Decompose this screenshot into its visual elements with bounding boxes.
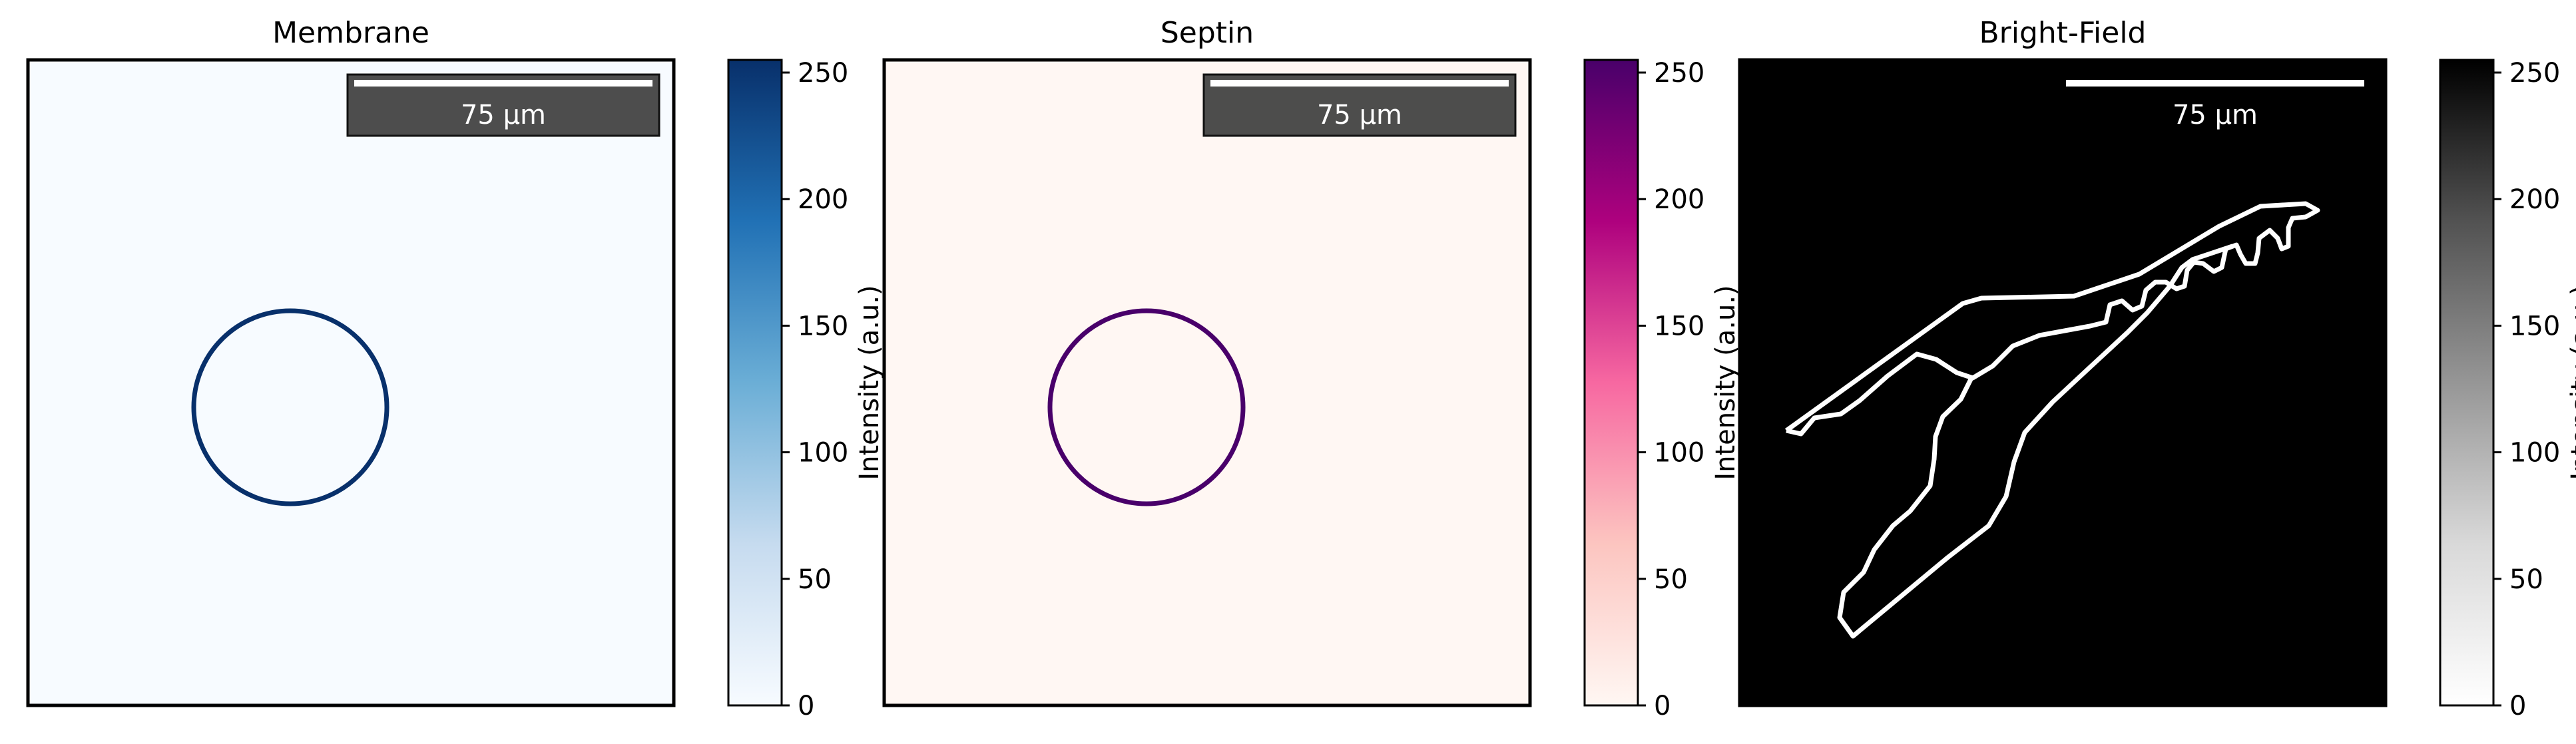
colorbar-tick-label: 200 xyxy=(1654,184,1704,215)
colorbar-label: Intensity (a.u.) xyxy=(2566,285,2576,480)
scale-bar-label: 75 µm xyxy=(461,100,546,130)
scale-bar-label: 75 µm xyxy=(2173,100,2258,130)
scale-bar-line xyxy=(1210,80,1509,87)
colorbar-tick-label: 0 xyxy=(2509,691,2526,721)
cell-ring xyxy=(1047,308,1246,506)
colorbar-tick-label: 50 xyxy=(798,564,832,595)
colorbar-label: Intensity (a.u.) xyxy=(854,285,885,480)
scale-bar: 75 µm xyxy=(2066,80,2364,130)
panel-title: Membrane xyxy=(272,16,429,50)
object-outline-upper xyxy=(1784,201,2320,437)
object-outline-lower xyxy=(1837,244,2234,639)
colorbar-tick-label: 0 xyxy=(1654,691,1671,721)
colorbar-tick-label: 100 xyxy=(2509,438,2560,468)
colorbar xyxy=(1583,59,1639,707)
colorbar-tick-label: 150 xyxy=(798,311,848,341)
panel-title: Bright-Field xyxy=(1979,16,2146,50)
colorbar-tick-label: 150 xyxy=(2509,311,2560,341)
image-frame xyxy=(26,58,676,707)
cell-ring xyxy=(191,308,389,506)
colorbar-tick-label: 250 xyxy=(2509,58,2560,89)
colorbar-tick-label: 200 xyxy=(2509,184,2560,215)
image-background xyxy=(1740,60,2386,705)
colorbar xyxy=(727,59,783,707)
panel-1: Membrane 75 µm 0 50 100 150 200 250 Intensity (a… xyxy=(26,16,885,721)
scale-bar-line xyxy=(2066,80,2364,87)
scale-bar-label: 75 µm xyxy=(1317,100,1402,130)
image-background xyxy=(884,60,1530,705)
colorbar xyxy=(2439,59,2495,707)
colorbar-tick-label: 200 xyxy=(798,184,848,215)
scale-bar-line xyxy=(354,80,652,87)
colorbar-tick-label: 100 xyxy=(1654,438,1704,468)
colorbar-tick-label: 250 xyxy=(798,58,848,89)
colorbar-tick-label: 50 xyxy=(2509,564,2543,595)
colorbar-tick-label: 0 xyxy=(798,691,814,721)
colorbar-tick-label: 150 xyxy=(1654,311,1704,341)
panel-2: Septin 75 µm 0 50 100 150 200 250 Intensity (a.u… xyxy=(882,16,1741,721)
colorbar-label: Intensity (a.u.) xyxy=(1710,285,1741,480)
colorbar-tick-label: 50 xyxy=(1654,564,1688,595)
colorbar-tick-label: 100 xyxy=(798,438,848,468)
colorbar-tick-label: 250 xyxy=(1654,58,1704,89)
scale-bar: 75 µm xyxy=(1202,73,1517,137)
panel-title: Septin xyxy=(1160,16,1254,50)
image-background xyxy=(28,60,674,705)
scale-bar: 75 µm xyxy=(346,73,660,137)
panel-3: Bright-Field 75 µm 0 50 100 150 200 250 Intensit… xyxy=(1738,16,2576,721)
image-frame xyxy=(1738,58,2388,707)
image-frame xyxy=(882,58,1532,707)
